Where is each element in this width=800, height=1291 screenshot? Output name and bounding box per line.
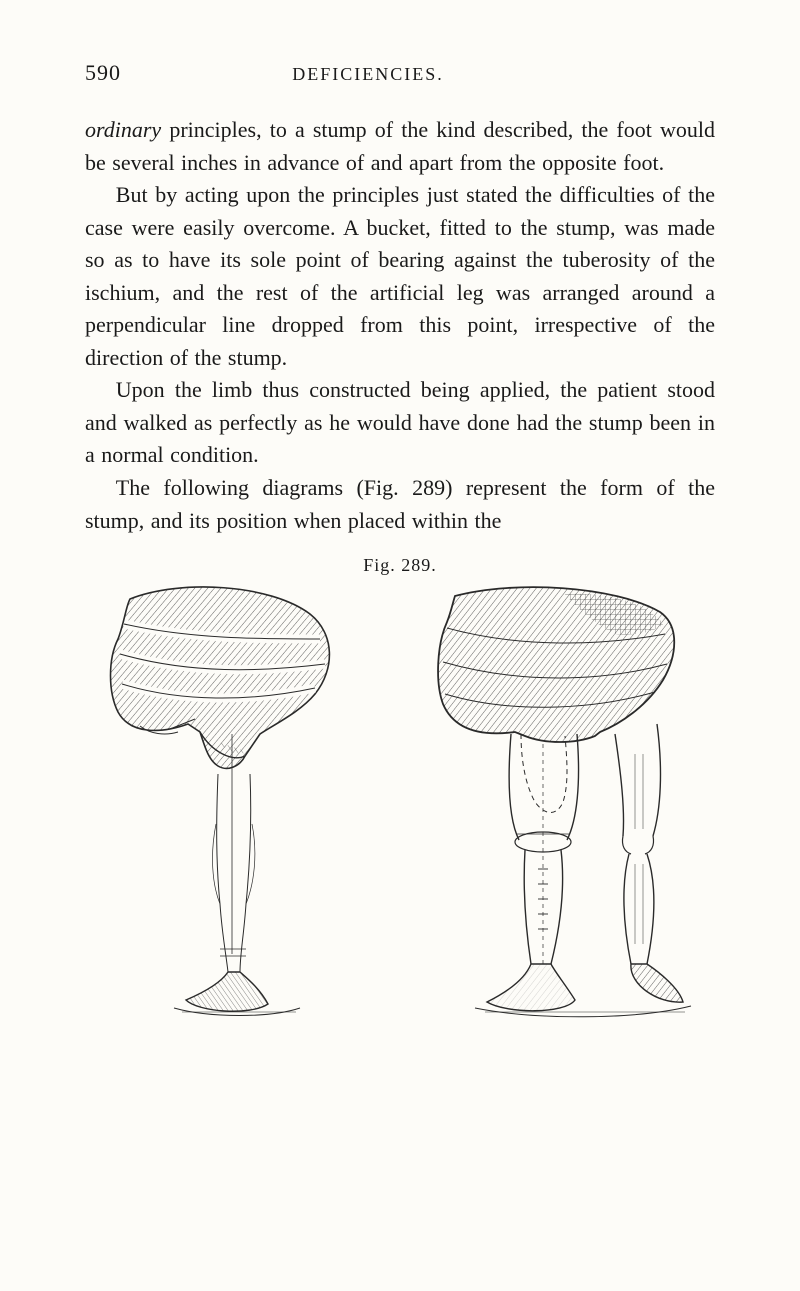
figure-left-engraving: [100, 584, 370, 1024]
book-page: 590 DEFICIENCIES. ordinary principles, t…: [0, 0, 800, 1291]
italic-lead: ordinary: [85, 117, 161, 142]
page-number: 590: [85, 60, 121, 86]
paragraph-4: The following diagrams (Fig. 289) repres…: [85, 472, 715, 537]
body-text: ordinary principles, to a stump of the k…: [85, 114, 715, 537]
figure-right-slot: [415, 584, 715, 1024]
figure-caption: Fig. 289.: [85, 555, 715, 576]
figure-left-slot: [85, 584, 385, 1024]
paragraph-1: ordinary principles, to a stump of the k…: [85, 114, 715, 179]
page-header: 590 DEFICIENCIES.: [85, 60, 715, 86]
figure-row: [85, 584, 715, 1024]
paragraph-3: Upon the limb thus constructed being app…: [85, 374, 715, 472]
running-head: DEFICIENCIES.: [292, 64, 504, 85]
p1-rest: principles, to a stump of the kind descr…: [85, 117, 715, 175]
figure-right-engraving: [425, 584, 705, 1024]
paragraph-2: But by acting upon the principles just s…: [85, 179, 715, 374]
